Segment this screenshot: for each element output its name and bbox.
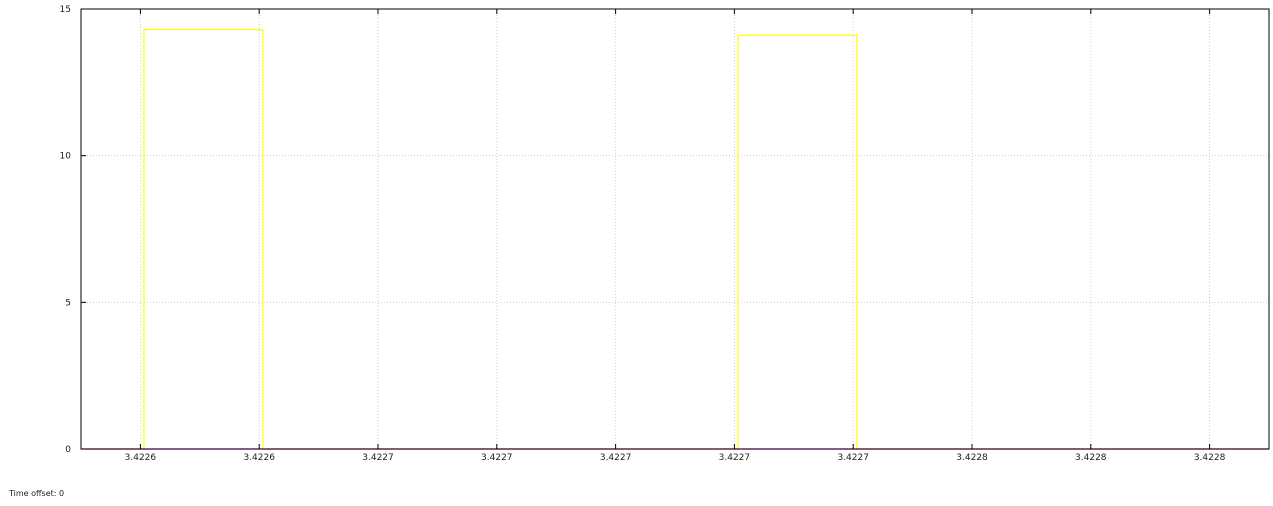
time-offset-label: Time offset: [9,489,57,498]
plot-series [81,28,1269,450]
x-tick-label: 3.4226 [243,453,275,463]
x-tick-label: 3.4226 [125,453,157,463]
x-tick-label: 3.4227 [837,453,869,463]
y-tick-label: 5 [65,298,71,308]
axes-frame [80,8,1270,450]
x-tick-label: 3.4227 [362,453,394,463]
y-tick-label: 15 [60,5,71,15]
x-tick-label: 3.4227 [600,453,632,463]
x-tick-label: 3.4228 [956,453,988,463]
time-offset-value: 0 [59,489,65,498]
x-tick-label: 3.4228 [1194,453,1226,463]
series-line-1 [81,28,1269,450]
x-tick-label: 3.4227 [719,453,751,463]
x-tick-label: 3.4227 [481,453,513,463]
x-tick-labels: 3.4226 3.4226 3.4227 3.4227 3.4227 3.4227 3.42… [125,453,1226,463]
y-tick-label: 0 [65,445,71,455]
time-offset-readout: Time offset: 0 [9,489,64,498]
y-tick-labels: 0 5 10 15 [60,5,72,455]
gridlines [81,9,1269,449]
x-tick-label: 3.4228 [1075,453,1107,463]
tick-marks [81,8,1211,450]
y-tick-label: 10 [60,152,72,162]
